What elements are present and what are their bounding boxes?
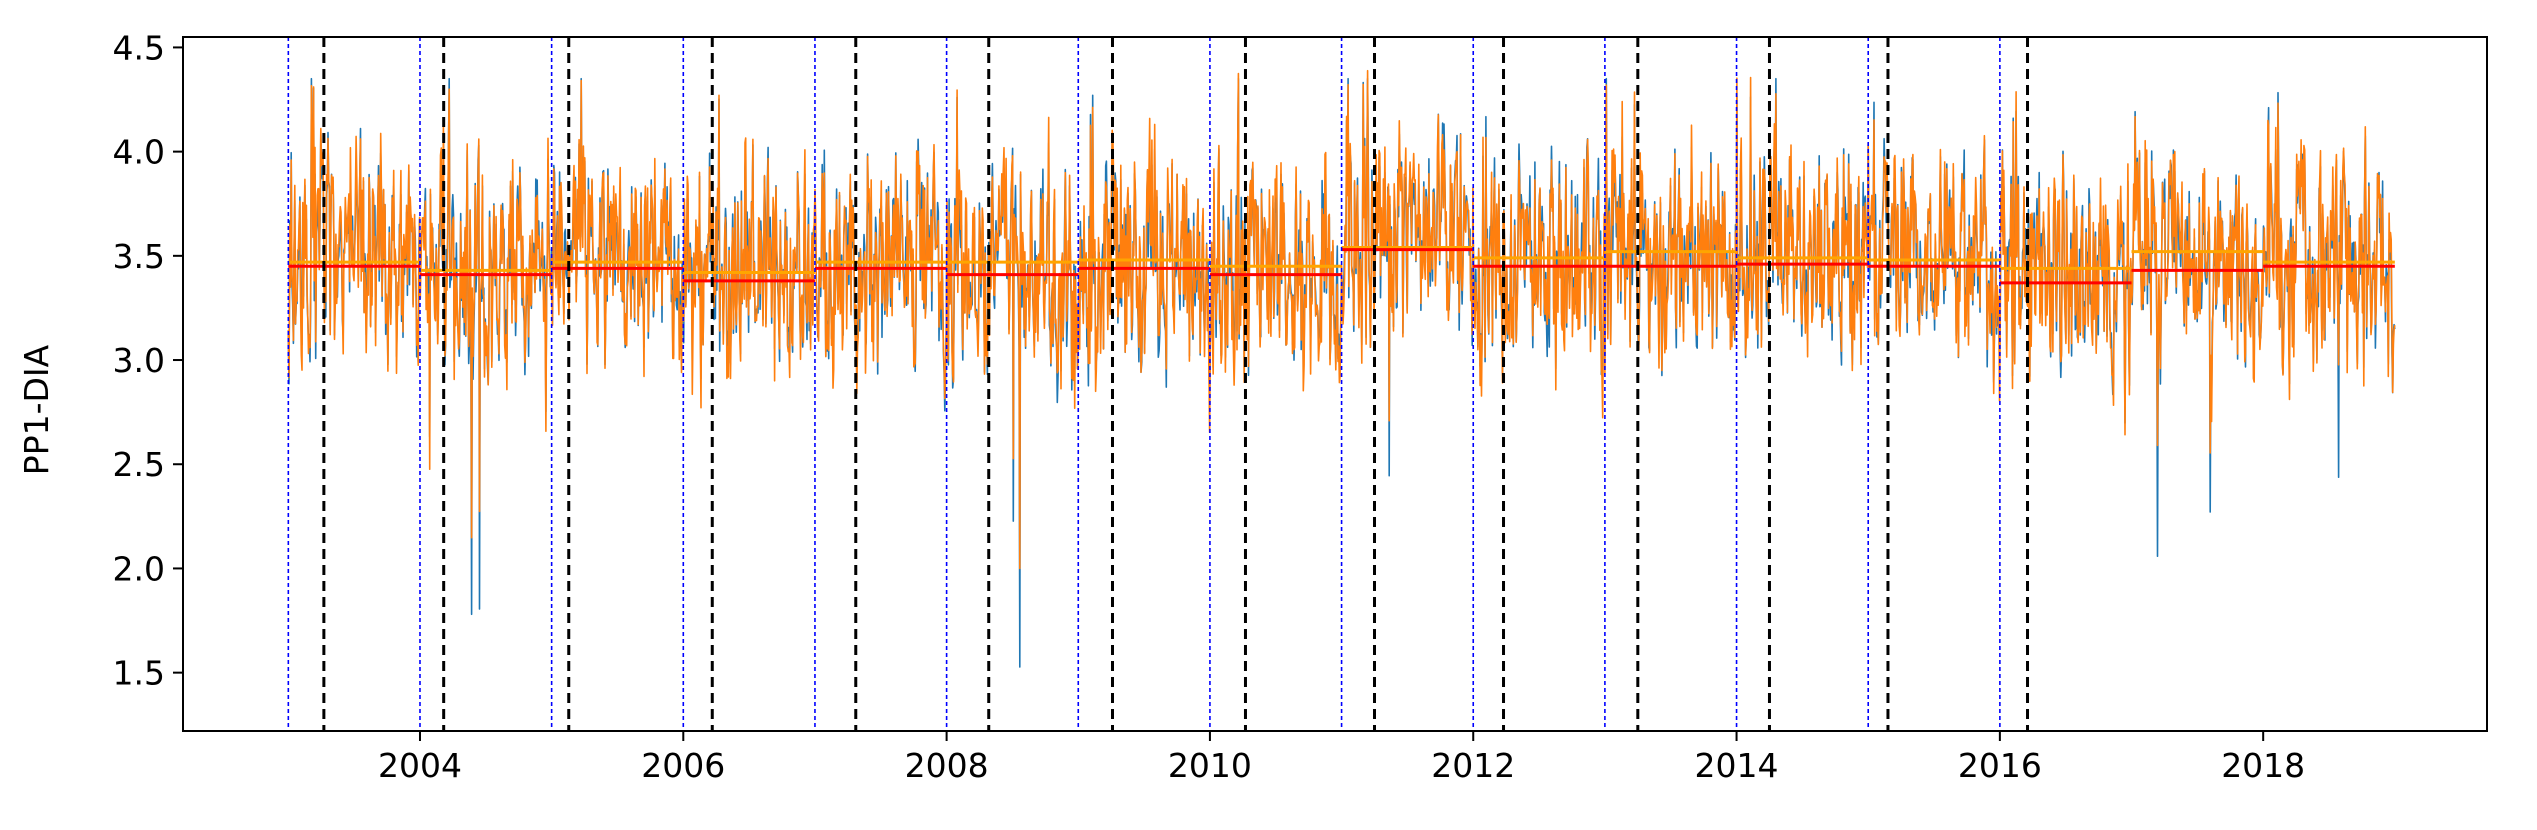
plot-area: [287, 37, 2396, 731]
x-tick-label-2016: 2016: [1958, 746, 2042, 785]
y-tick-label-4: 4.0: [113, 133, 165, 172]
y-tick-label-2.5: 2.5: [113, 445, 165, 484]
y-tick-label-3.5: 3.5: [113, 237, 165, 276]
x-tick-label-2004: 2004: [378, 746, 462, 785]
x-tick-label-2006: 2006: [641, 746, 725, 785]
series-line-2: [287, 69, 2396, 570]
y-tick-label-3: 3.0: [113, 341, 165, 380]
x-tick-label-2012: 2012: [1431, 746, 1515, 785]
x-tick-label-2018: 2018: [2221, 746, 2305, 785]
y-tick-label-2: 2.0: [113, 549, 165, 588]
y-axis-label: PP1-DIA: [17, 344, 56, 475]
x-tick-label-2008: 2008: [905, 746, 989, 785]
y-tick-label-4.5: 4.5: [113, 28, 165, 67]
x-tick-label-2014: 2014: [1695, 746, 1779, 785]
x-tick-label-2010: 2010: [1168, 746, 1252, 785]
plot-frame: [182, 36, 2488, 732]
y-tick-label-1.5: 1.5: [113, 654, 165, 693]
